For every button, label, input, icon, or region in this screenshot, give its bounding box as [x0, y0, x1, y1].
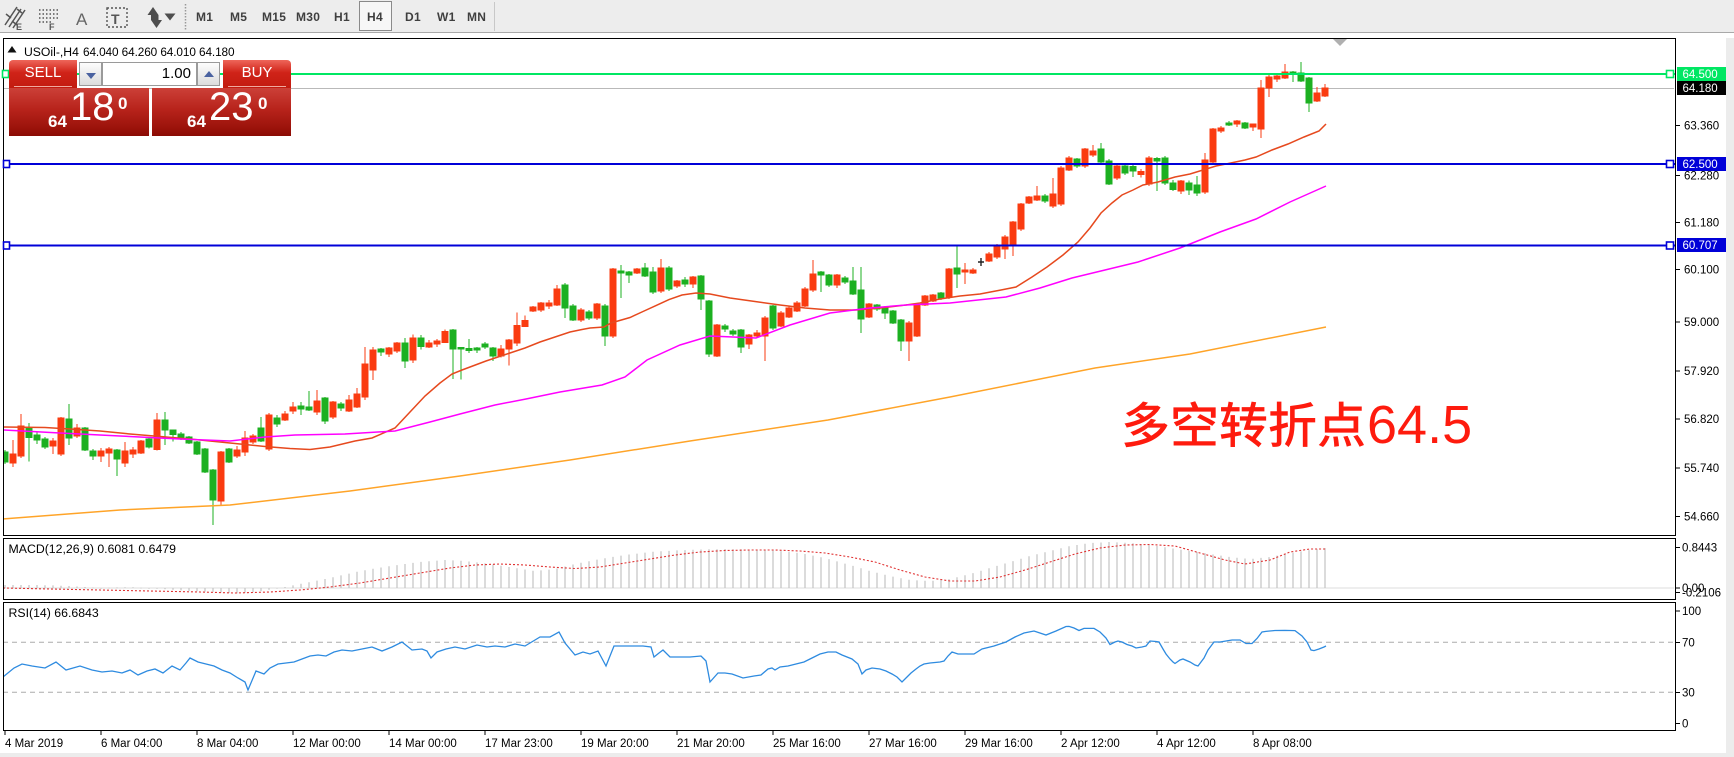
svg-text:E: E [16, 22, 22, 32]
svg-text:F: F [49, 22, 55, 32]
svg-text:30: 30 [1682, 688, 1695, 700]
svg-text:29 Mar 16:00: 29 Mar 16:00 [965, 738, 1033, 750]
svg-text:57.920: 57.920 [1684, 366, 1719, 378]
svg-text:55.740: 55.740 [1684, 463, 1719, 475]
svg-text:56.820: 56.820 [1684, 414, 1719, 426]
svg-text:USOil-,H4: USOil-,H4 [24, 45, 79, 59]
svg-text:64.040 64.260 64.010 64.180: 64.040 64.260 64.010 64.180 [83, 45, 235, 59]
svg-text:12 Mar 00:00: 12 Mar 00:00 [293, 738, 361, 750]
svg-text:4 Apr 12:00: 4 Apr 12:00 [1157, 738, 1216, 750]
svg-text:17 Mar 23:00: 17 Mar 23:00 [485, 738, 553, 750]
svg-text:62.280: 62.280 [1684, 171, 1719, 183]
svg-text:62.500: 62.500 [1683, 159, 1718, 171]
svg-text:60.707: 60.707 [1683, 240, 1718, 252]
svg-text:T: T [111, 11, 120, 27]
svg-text:21 Mar 20:00: 21 Mar 20:00 [677, 738, 745, 750]
svg-text:25 Mar 16:00: 25 Mar 16:00 [773, 738, 841, 750]
svg-text:60.100: 60.100 [1684, 265, 1719, 277]
svg-text:64.5: 64.5 [1367, 395, 1472, 455]
svg-text:19 Mar 20:00: 19 Mar 20:00 [581, 738, 649, 750]
svg-text:54.660: 54.660 [1684, 512, 1719, 524]
svg-text:MACD(12,26,9) 0.6081 0.6479: MACD(12,26,9) 0.6081 0.6479 [9, 542, 177, 556]
svg-text:100: 100 [1682, 606, 1701, 618]
svg-text:0.00: 0.00 [1682, 583, 1704, 595]
svg-text:4 Mar 2019: 4 Mar 2019 [5, 738, 63, 750]
svg-text:64.500: 64.500 [1683, 69, 1718, 81]
svg-text:RSI(14) 66.6843: RSI(14) 66.6843 [9, 606, 99, 620]
svg-text:-0.2106: -0.2106 [1682, 588, 1721, 600]
svg-text:64.180: 64.180 [1683, 83, 1718, 95]
svg-text:A: A [76, 10, 88, 29]
svg-text:0.8443: 0.8443 [1682, 543, 1717, 555]
svg-text:8 Mar 04:00: 8 Mar 04:00 [197, 738, 258, 750]
svg-text:2 Apr 12:00: 2 Apr 12:00 [1061, 738, 1120, 750]
svg-text:0: 0 [1682, 719, 1688, 731]
svg-text:14 Mar 00:00: 14 Mar 00:00 [389, 738, 457, 750]
svg-text:6 Mar 04:00: 6 Mar 04:00 [101, 738, 162, 750]
svg-text:8 Apr 08:00: 8 Apr 08:00 [1253, 738, 1312, 750]
svg-text:27 Mar 16:00: 27 Mar 16:00 [869, 738, 937, 750]
svg-text:59.000: 59.000 [1684, 317, 1719, 329]
svg-text:70: 70 [1682, 638, 1695, 650]
svg-text:61.180: 61.180 [1684, 218, 1719, 230]
svg-text:63.360: 63.360 [1684, 121, 1719, 133]
